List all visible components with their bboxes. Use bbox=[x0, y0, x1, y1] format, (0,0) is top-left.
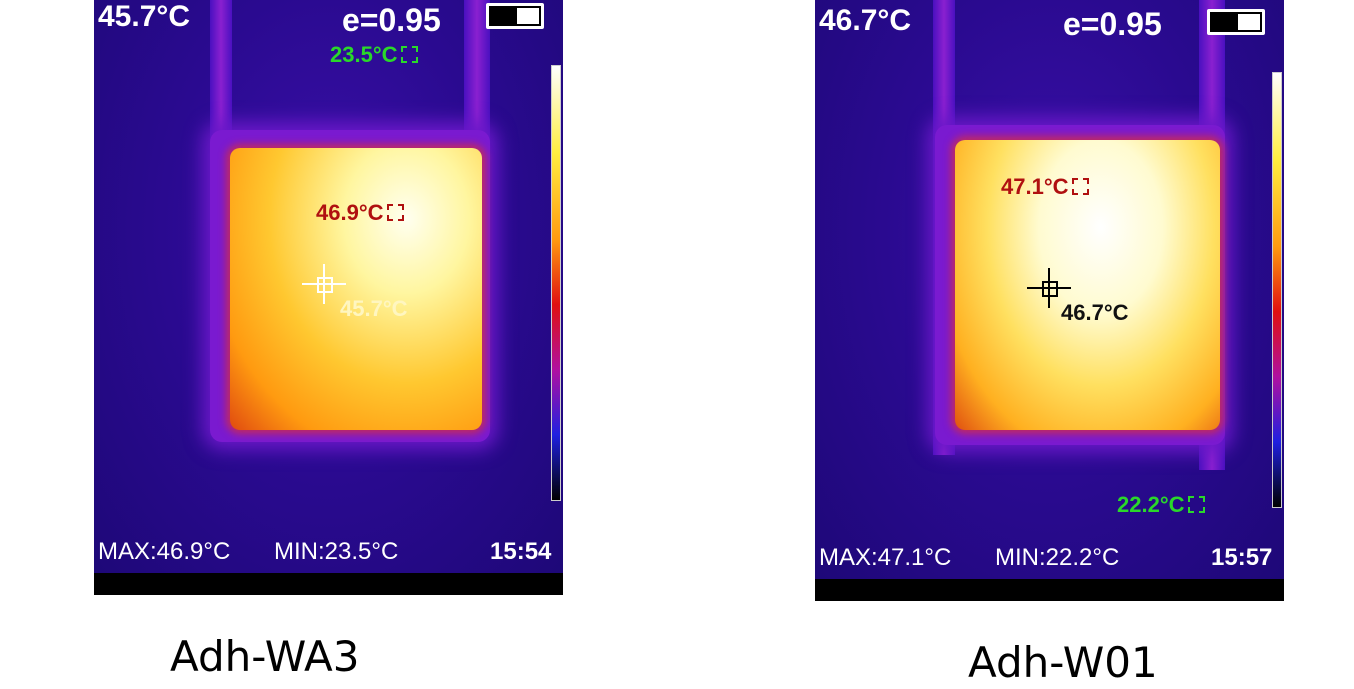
min-spot-marker: 23.5°C bbox=[330, 42, 418, 68]
thermal-scene bbox=[94, 0, 563, 573]
min-readout: MIN:22.2°C bbox=[995, 544, 1120, 571]
max-readout: MAX:47.1°C bbox=[819, 544, 952, 571]
thermal-image-left: 45.7°C e=0.95 23.5°C 46.9°C 45.7°C MAX:4… bbox=[94, 0, 563, 595]
min-spot-marker: 22.2°C bbox=[1117, 492, 1205, 518]
crosshair-icon bbox=[302, 264, 346, 304]
min-readout: MIN:23.5°C bbox=[274, 538, 399, 565]
max-spot-temp: 46.9°C bbox=[316, 200, 384, 225]
caption-right: Adh-W01 bbox=[968, 638, 1158, 687]
battery-icon bbox=[1207, 9, 1265, 35]
spot-box-icon bbox=[1187, 496, 1205, 513]
max-spot-marker: 46.9°C bbox=[316, 200, 404, 226]
hot-region bbox=[230, 148, 482, 430]
crosshair-icon bbox=[1027, 268, 1071, 308]
time: 15:54 bbox=[490, 538, 552, 565]
spot-box-icon bbox=[386, 204, 404, 221]
max-spot-marker: 47.1°C bbox=[1001, 174, 1089, 200]
battery-icon bbox=[486, 3, 544, 29]
center-temperature: 45.7°C bbox=[98, 0, 191, 33]
left-post bbox=[210, 0, 232, 160]
color-scale-bar bbox=[1272, 72, 1282, 508]
max-spot-temp: 47.1°C bbox=[1001, 174, 1069, 199]
crosshair-temp: 46.7°C bbox=[1061, 300, 1129, 325]
crosshair-temp: 45.7°C bbox=[340, 296, 408, 321]
color-scale-bar bbox=[551, 65, 561, 501]
caption-left: Adh-WA3 bbox=[170, 632, 360, 681]
spot-box-icon bbox=[1071, 178, 1089, 195]
max-readout: MAX:46.9°C bbox=[98, 538, 231, 565]
min-spot-temp: 23.5°C bbox=[330, 42, 398, 67]
thermal-image-right: 46.7°C e=0.95 47.1°C 46.7°C 22.2°C MAX:4… bbox=[815, 0, 1284, 601]
thermal-scene bbox=[815, 0, 1284, 579]
time: 15:57 bbox=[1211, 544, 1273, 571]
emissivity: e=0.95 bbox=[342, 2, 441, 38]
spot-box-icon bbox=[400, 46, 418, 63]
emissivity: e=0.95 bbox=[1063, 6, 1162, 42]
center-temperature: 46.7°C bbox=[819, 4, 912, 37]
min-spot-temp: 22.2°C bbox=[1117, 492, 1185, 517]
